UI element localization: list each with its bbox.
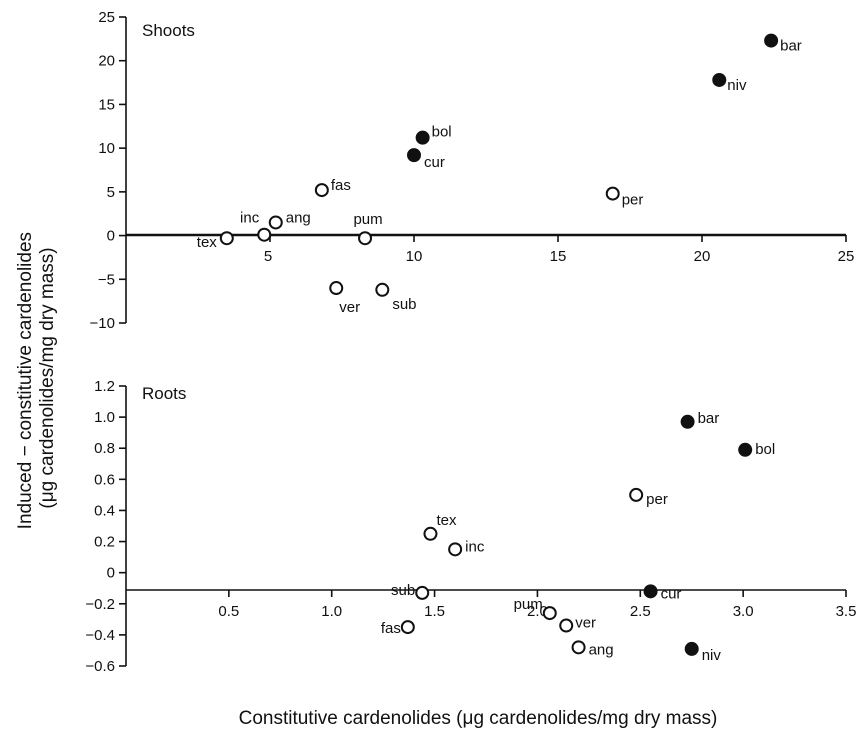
y-tick-label: 0 bbox=[107, 565, 115, 582]
y-tick-label: 25 bbox=[98, 9, 115, 26]
point-label-sub: sub bbox=[391, 582, 415, 599]
x-tick-label: 10 bbox=[406, 248, 423, 265]
point-label-pum: pum bbox=[353, 211, 382, 228]
data-point-inc bbox=[257, 227, 272, 242]
roots-panel: Roots −0.6 −0.4 −0.2 0 0.2 0.4 0.6 0.8 1.0 1.2 0.… bbox=[85, 378, 856, 675]
point-label-inc: inc bbox=[240, 210, 260, 227]
x-tick-label: 2.0 bbox=[527, 603, 548, 620]
x-tick-label: 2.5 bbox=[630, 603, 651, 620]
data-point-tex bbox=[423, 526, 438, 541]
y-tick-label: 1.0 bbox=[94, 409, 115, 426]
point-label-cur: cur bbox=[661, 585, 682, 602]
data-point-ang bbox=[268, 215, 283, 230]
shoots-panel-title: Shoots bbox=[142, 21, 195, 40]
y-axis-title-line-1: Induced − constitutive cardenolides bbox=[15, 232, 36, 529]
roots-x-ticks: 0.5 1.0 1.5 2.0 2.5 3.0 3.5 bbox=[218, 590, 856, 620]
y-tick-label: 0.8 bbox=[94, 440, 115, 457]
x-tick-label: 0.5 bbox=[218, 603, 239, 620]
y-tick-label: 15 bbox=[98, 96, 115, 113]
data-point-bol bbox=[738, 442, 753, 457]
y-tick-label: −0.6 bbox=[85, 658, 115, 675]
y-tick-label: 20 bbox=[98, 53, 115, 70]
point-label-bol: bol bbox=[432, 124, 452, 141]
y-tick-label: −0.2 bbox=[85, 596, 115, 613]
point-label-ang: ang bbox=[286, 209, 311, 226]
data-point-pum bbox=[358, 231, 373, 246]
point-label-fas: fas bbox=[381, 620, 401, 637]
point-label-bar: bar bbox=[698, 410, 720, 427]
data-point-ang bbox=[571, 640, 586, 655]
shoots-points: bar niv bol cur fas per inc ang pum tex ver sub bbox=[197, 33, 802, 316]
x-tick-label: 15 bbox=[550, 248, 567, 265]
data-point-fas bbox=[400, 620, 415, 635]
point-label-pum: pum bbox=[514, 596, 543, 613]
data-point-per bbox=[629, 487, 644, 502]
x-tick-label: 1.5 bbox=[424, 603, 445, 620]
data-point-bol bbox=[415, 130, 430, 145]
x-tick-label: 3.5 bbox=[836, 603, 857, 620]
y-tick-label: 0 bbox=[107, 228, 115, 245]
y-tick-label: 0.2 bbox=[94, 534, 115, 551]
point-label-per: per bbox=[646, 491, 668, 508]
point-label-per: per bbox=[622, 192, 644, 209]
data-point-sub bbox=[375, 282, 390, 297]
data-point-inc bbox=[448, 542, 463, 557]
y-tick-label: −0.4 bbox=[85, 627, 115, 644]
data-point-fas bbox=[314, 183, 329, 198]
x-tick-label: 1.0 bbox=[321, 603, 342, 620]
y-tick-label: 0.6 bbox=[94, 471, 115, 488]
data-point-ver bbox=[559, 618, 574, 633]
point-label-fas: fas bbox=[331, 177, 351, 194]
x-tick-label: 5 bbox=[264, 248, 272, 265]
point-label-tex: tex bbox=[436, 512, 457, 529]
point-label-ang: ang bbox=[589, 641, 614, 658]
point-label-bol: bol bbox=[755, 441, 775, 458]
y-tick-label: 10 bbox=[98, 140, 115, 157]
point-label-ver: ver bbox=[339, 299, 360, 316]
y-tick-label: 5 bbox=[107, 184, 115, 201]
point-label-tex: tex bbox=[197, 234, 218, 251]
x-tick-label: 25 bbox=[838, 248, 855, 265]
data-point-ver bbox=[329, 281, 344, 296]
y-axis-title-line-2: (μg cardenolides/mg dry mass) bbox=[37, 247, 58, 508]
point-label-bar: bar bbox=[780, 38, 802, 55]
data-point-niv bbox=[684, 641, 699, 656]
shoots-y-ticks: −10 −5 0 5 10 15 20 25 bbox=[90, 9, 126, 332]
roots-panel-title: Roots bbox=[142, 384, 186, 403]
data-point-bar bbox=[680, 414, 695, 429]
data-point-niv bbox=[712, 72, 727, 87]
data-point-cur bbox=[643, 584, 658, 599]
point-label-sub: sub bbox=[392, 296, 416, 313]
x-tick-label: 3.0 bbox=[733, 603, 754, 620]
x-tick-label: 20 bbox=[694, 248, 711, 265]
data-point-per bbox=[605, 186, 620, 201]
point-label-niv: niv bbox=[727, 77, 747, 94]
point-label-ver: ver bbox=[575, 615, 596, 632]
data-point-bar bbox=[764, 33, 779, 48]
point-label-cur: cur bbox=[424, 154, 445, 171]
data-point-tex bbox=[219, 231, 234, 246]
point-label-niv: niv bbox=[702, 647, 722, 664]
y-axis-title: Induced − constitutive cardenolides (μg … bbox=[15, 227, 58, 530]
data-point-pum bbox=[542, 606, 557, 621]
point-label-inc: inc bbox=[465, 538, 485, 555]
y-tick-label: 0.4 bbox=[94, 502, 115, 519]
y-tick-label: −10 bbox=[90, 315, 115, 332]
data-point-sub bbox=[415, 585, 430, 600]
x-axis-title: Constitutive cardenolides (μg cardenolid… bbox=[239, 708, 718, 729]
y-tick-label: −5 bbox=[98, 271, 115, 288]
shoots-x-ticks: 5 10 15 20 25 bbox=[264, 235, 855, 265]
y-tick-label: 1.2 bbox=[94, 378, 115, 395]
roots-y-ticks: −0.6 −0.4 −0.2 0 0.2 0.4 0.6 0.8 1.0 1.2 bbox=[85, 378, 126, 675]
data-point-cur bbox=[407, 148, 421, 163]
